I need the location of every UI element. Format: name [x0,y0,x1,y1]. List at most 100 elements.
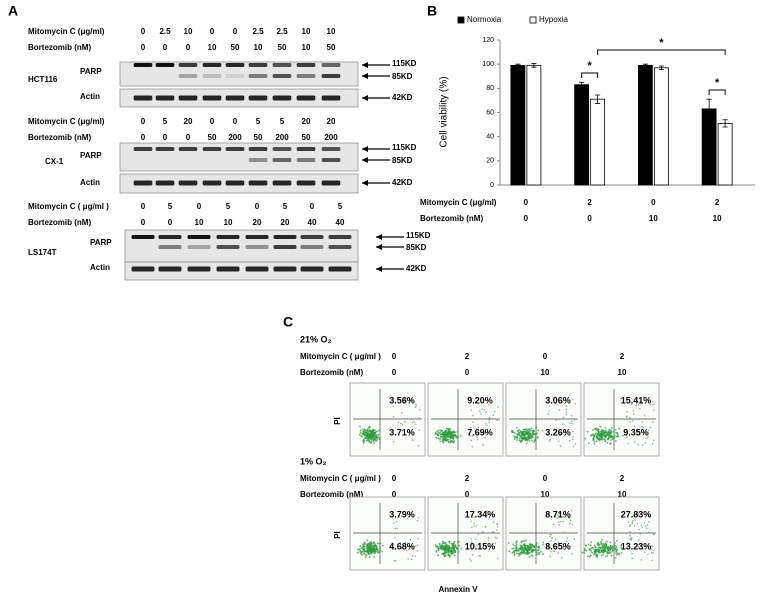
event-dot [521,439,523,442]
event-dot [407,545,409,547]
band [321,95,341,101]
band [133,95,153,101]
event-dot [585,549,588,552]
event-dot [434,544,437,546]
event-dot [542,541,545,544]
event-dot [513,544,516,547]
event-dot [521,540,524,543]
event-dot [599,434,602,437]
event-dot [378,438,381,441]
event-dot [494,542,497,545]
event-dot [600,543,603,546]
event-dot [528,428,530,430]
event-dot [531,436,534,439]
event-dot [496,419,499,421]
event-dot [444,542,447,544]
event-dot [378,429,381,432]
event-dot [519,551,522,554]
quadrant-percent: 3.79% [389,509,415,519]
quadrant-percent: 8.65% [545,541,571,551]
event-dot [631,557,634,560]
lane-value: 0 [141,202,146,211]
event-dot [400,546,403,549]
event-dot [584,544,587,547]
event-dot [456,435,459,438]
event-dot [525,539,527,541]
event-dot [620,551,623,554]
event-dot [418,408,421,411]
event-dot [571,552,573,555]
event-dot [592,439,595,442]
event-dot [627,442,630,445]
dot-cloud [511,398,577,448]
row-label: Bortezomib (nM) [28,133,91,142]
band [225,74,245,78]
event-dot [497,406,499,408]
event-dot [368,556,371,558]
event-dot [515,546,518,548]
event-dot [528,549,531,551]
event-dot [549,438,551,441]
lane-value: 0 [310,202,315,211]
event-dot [569,519,572,522]
band [321,158,341,162]
event-dot [523,437,526,440]
event-dot [375,546,378,549]
event-dot [593,427,596,430]
event-dot [444,552,446,555]
event-dot [605,543,607,546]
event-dot [512,435,515,437]
event-dot [436,430,439,433]
event-dot [537,429,540,432]
lane-value: 50 [278,43,287,52]
event-dot [447,547,450,550]
event-dot [394,527,397,530]
band [296,63,316,67]
band [248,158,268,162]
event-dot [471,445,473,448]
event-dot [549,535,551,538]
quadrant-percent: 4.68% [389,541,415,551]
event-dot [476,544,478,546]
event-dot [370,441,372,444]
band [328,266,352,272]
band [187,245,211,249]
event-dot [558,524,561,526]
event-dot [521,434,524,437]
event-dot [370,547,373,550]
event-dot [647,520,650,523]
condition-value: 0 [543,474,548,483]
event-dot [363,428,366,431]
event-dot [451,437,453,440]
event-dot [626,542,629,544]
arrow-head [376,234,382,240]
band [155,63,175,67]
event-dot [587,442,590,445]
event-dot [470,439,473,442]
event-dot [518,439,521,442]
arrow-head [362,157,368,163]
event-dot [641,425,643,428]
lane-value: 0 [141,43,146,52]
event-dot [535,544,538,547]
event-dot [533,546,536,549]
event-dot [397,421,400,424]
event-dot [363,541,366,544]
event-dot [475,525,478,527]
event-dot [445,434,448,437]
event-dot [638,430,640,433]
event-dot [417,444,420,447]
event-dot [480,532,483,534]
band [272,63,292,67]
event-dot [610,548,613,551]
event-dot [485,432,487,435]
event-dot [404,401,406,403]
event-dot [416,519,419,522]
event-dot [445,546,448,549]
condition-value: 0 [392,490,397,499]
event-dot [515,548,518,550]
event-dot [435,436,438,439]
event-dot [597,546,600,549]
band [225,63,245,67]
